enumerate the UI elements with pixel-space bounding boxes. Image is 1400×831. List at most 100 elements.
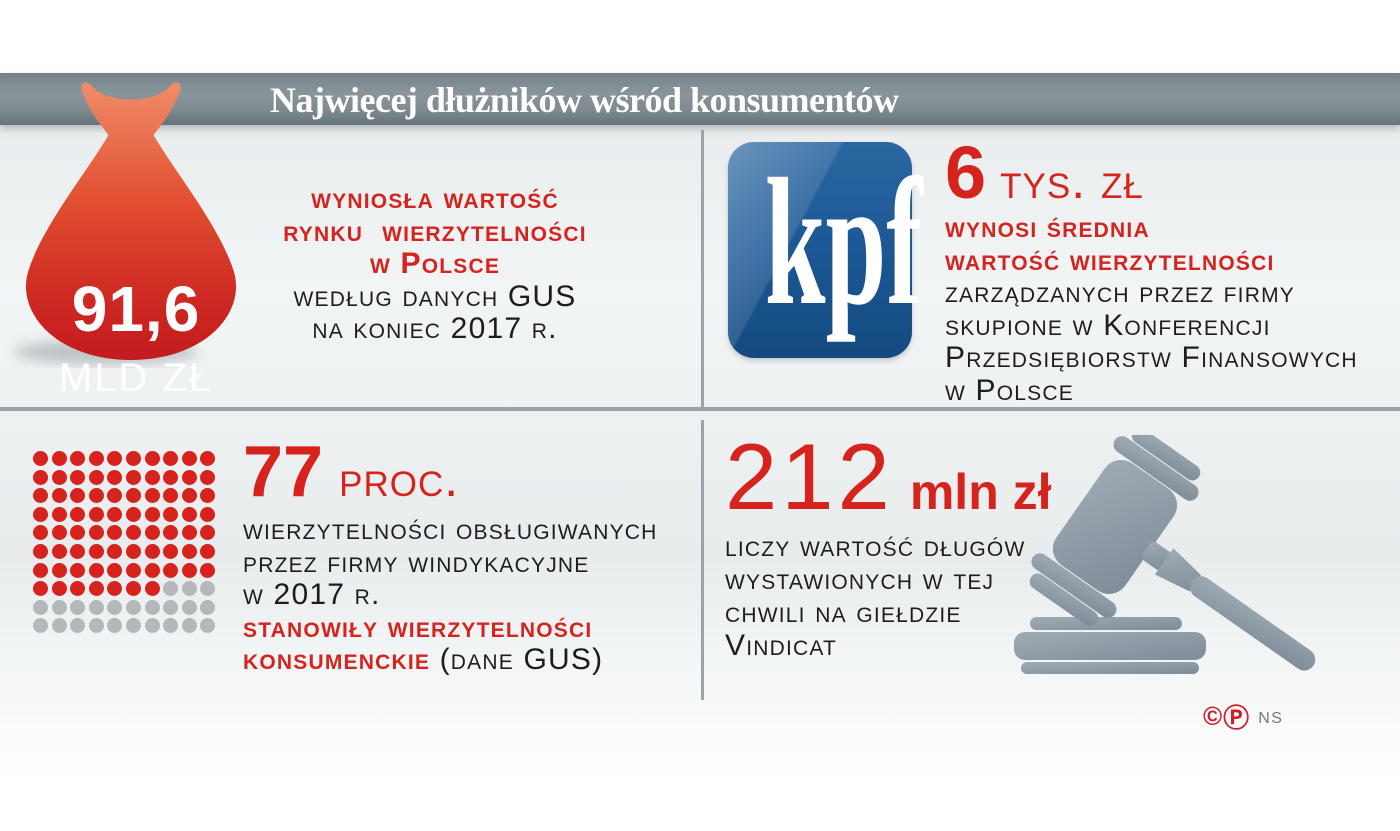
waffle-dot xyxy=(144,451,160,466)
waffle-dot xyxy=(125,562,141,578)
exchange-value-panel: 212 mln zł liczy wartość długów wystawio… xyxy=(725,430,1145,663)
waffle-dot xyxy=(51,525,67,541)
consumer-headline-line: konsumenckie (dane GUS) xyxy=(243,643,703,677)
waffle-dot xyxy=(144,469,160,485)
waffle-dot xyxy=(33,618,48,634)
waffle-dot xyxy=(144,581,160,597)
waffle-dot xyxy=(200,488,216,504)
consumer-headline-red: konsumenckie xyxy=(243,643,431,676)
header-bar: Najwięcej dłużników wśród konsumentów xyxy=(0,73,1400,125)
consumer-share-panel: 77 proc. wierzytelności obsługiwanych pr… xyxy=(243,436,703,677)
market-body-line: według danych GUS xyxy=(293,279,577,313)
waffle-dot xyxy=(163,506,179,522)
waffle-dot xyxy=(33,543,48,559)
market-value-unit: MLD ZŁ xyxy=(58,356,214,400)
waffle-dot xyxy=(125,469,141,485)
waffle-dot xyxy=(70,618,86,634)
waffle-dot xyxy=(51,469,67,485)
waffle-dot xyxy=(88,581,104,597)
vertical-divider-bottom xyxy=(701,420,704,700)
waffle-dot xyxy=(200,506,216,522)
average-value-unit: tys. zł xyxy=(1000,153,1144,209)
waffle-dot xyxy=(125,543,141,559)
waffle-dot xyxy=(107,618,123,634)
waffle-dot xyxy=(33,562,48,578)
copyright-icon: © xyxy=(1203,701,1224,731)
market-headline-line: w Polsce xyxy=(369,247,501,280)
waffle-dot xyxy=(88,451,104,466)
waffle-dot xyxy=(181,581,197,597)
kpf-logo-gloss xyxy=(728,142,912,358)
waffle-dot xyxy=(163,543,179,559)
waffle-dot xyxy=(51,581,67,597)
waffle-dot xyxy=(107,562,123,578)
waffle-dot xyxy=(88,599,104,615)
waffle-dot xyxy=(51,488,67,504)
market-value-number: 91,6 xyxy=(71,273,201,345)
waffle-dot xyxy=(125,525,141,541)
waffle-dot xyxy=(144,525,160,541)
waffle-dot xyxy=(107,543,123,559)
waffle-dot xyxy=(51,618,67,634)
waffle-dot xyxy=(33,581,48,597)
market-headline-line: rynku wierzytelności xyxy=(283,214,587,248)
consumer-headline-source: (dane GUS) xyxy=(430,643,604,676)
waffle-dot xyxy=(200,618,216,634)
average-body-line: w Polsce xyxy=(945,373,1074,407)
waffle-dot xyxy=(144,562,160,578)
waffle-dot xyxy=(200,599,216,615)
waffle-dot xyxy=(200,543,216,559)
waffle-dot xyxy=(125,488,141,504)
waffle-dot xyxy=(70,581,86,597)
phonogram-icon: Ⓟ xyxy=(1223,703,1251,733)
waffle-dot xyxy=(125,599,141,615)
waffle-dot xyxy=(163,488,179,504)
market-body-line: na koniec 2017 r. xyxy=(312,312,558,345)
waffle-dot xyxy=(125,451,141,466)
waffle-dot xyxy=(181,599,197,615)
waffle-dot xyxy=(51,506,67,522)
gavel-icon xyxy=(980,427,1330,685)
waffle-dot xyxy=(70,469,86,485)
consumer-body-line: wierzytelności obsługiwanych xyxy=(243,513,658,546)
waffle-dot xyxy=(181,525,197,541)
consumer-body-line: przez firmy windykacyjne xyxy=(243,545,590,579)
waffle-dot xyxy=(33,469,48,485)
exchange-body-line: liczy wartość długów xyxy=(725,530,1026,563)
waffle-dot xyxy=(163,618,179,634)
average-headline-line: wynosi średnia xyxy=(945,211,1150,244)
waffle-dot xyxy=(144,543,160,559)
exchange-body-line: chwili na giełdzie xyxy=(725,596,962,629)
exchange-body-line: wystawionych w tej xyxy=(725,563,995,596)
average-body-line: skupione w Konferencji xyxy=(945,308,1271,342)
waffle-dot xyxy=(88,506,104,522)
horizontal-divider xyxy=(0,407,1400,411)
waffle-dot xyxy=(70,451,86,466)
waffle-dot xyxy=(163,525,179,541)
waffle-dot xyxy=(144,618,160,634)
average-body-line: zarządzanych przez firmy xyxy=(945,276,1295,309)
waffle-dot xyxy=(51,562,67,578)
waffle-dot xyxy=(200,525,216,541)
waffle-dot xyxy=(107,488,123,504)
waffle-dot xyxy=(181,543,197,559)
waffle-dot xyxy=(88,525,104,541)
waffle-dot xyxy=(51,451,67,466)
waffle-dot xyxy=(200,469,216,485)
waffle-dot xyxy=(33,488,48,504)
credit-line: © Ⓟ NS xyxy=(1203,698,1283,735)
average-headline-line: wartość wierzytelności xyxy=(945,243,1275,277)
waffle-dot xyxy=(163,599,179,615)
waffle-dot xyxy=(107,469,123,485)
consumer-body-line: w 2017 r. xyxy=(243,578,381,611)
waffle-dot xyxy=(107,525,123,541)
waffle-dot xyxy=(88,469,104,485)
average-body-line: Przedsiębiorstw Finansowych xyxy=(945,341,1358,374)
waffle-dot xyxy=(70,488,86,504)
money-bag-icon: 91,6 MLD ZŁ xyxy=(6,76,256,400)
market-headline-line: wyniosła wartość xyxy=(311,182,559,215)
waffle-dot xyxy=(181,488,197,504)
waffle-dot xyxy=(88,562,104,578)
waffle-dot xyxy=(200,451,216,466)
waffle-dot xyxy=(144,599,160,615)
